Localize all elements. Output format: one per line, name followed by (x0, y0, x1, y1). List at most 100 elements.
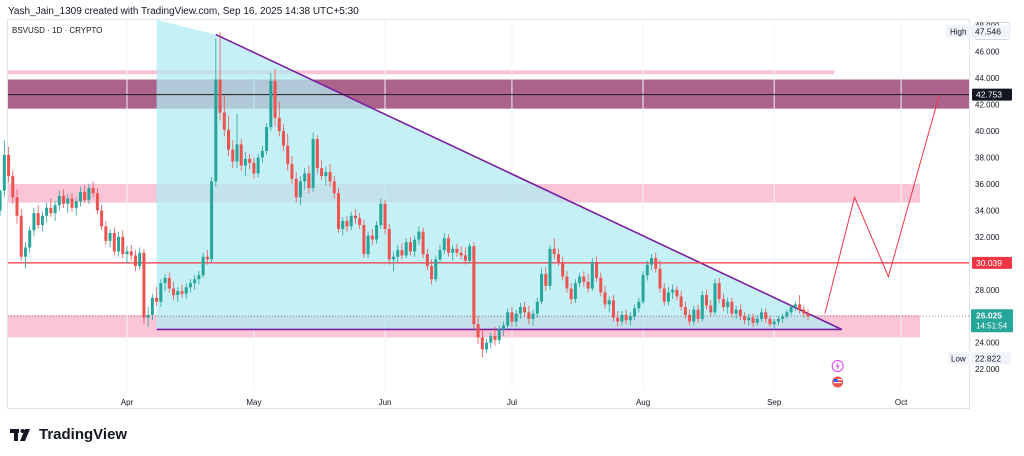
candle (235, 113, 239, 169)
candle-body (417, 231, 421, 240)
brand-name: TradingView (39, 426, 128, 443)
candle-body (590, 262, 594, 289)
candle-body (159, 283, 163, 302)
candle (518, 303, 522, 319)
high-label-bg (946, 25, 970, 38)
candle (197, 271, 201, 285)
candle-body (172, 288, 176, 296)
candle-body (485, 342, 489, 350)
candle-body (269, 80, 273, 128)
candle (243, 152, 247, 177)
candle (231, 140, 235, 169)
candle (531, 309, 535, 326)
candle-body (49, 207, 53, 214)
candle (738, 304, 742, 321)
candle (497, 325, 501, 345)
candle (104, 221, 108, 245)
candle-body (798, 304, 802, 310)
candle-body (726, 301, 730, 307)
candle (413, 235, 417, 257)
candle (573, 279, 577, 304)
candle-body (544, 273, 548, 286)
price-tick-label: 38.000 (975, 154, 1000, 163)
candle (633, 304, 637, 321)
candle-body (370, 235, 374, 240)
candle-body (421, 231, 425, 255)
candle-body (514, 313, 518, 322)
candle-body (595, 262, 599, 278)
candle (802, 305, 806, 318)
candle-body (184, 287, 188, 294)
candle-body (400, 250, 404, 256)
candle-body (747, 317, 751, 321)
candle-body (100, 210, 104, 227)
candle (755, 314, 759, 326)
triangle-layer (156, 20, 843, 331)
candle (36, 205, 40, 229)
candle-body (95, 193, 99, 211)
price-tick-label: 36.000 (975, 180, 1000, 189)
candle (565, 271, 569, 293)
candle (730, 297, 734, 318)
candle (78, 186, 82, 207)
candle (768, 316, 772, 327)
candle-body (607, 300, 611, 305)
candle-body (611, 300, 615, 318)
candle-body (121, 236, 125, 255)
candle (764, 308, 768, 323)
lightning-event-icon (831, 360, 844, 372)
candle-body (489, 336, 493, 343)
candle (167, 272, 171, 293)
candle (751, 313, 755, 327)
candle (590, 258, 594, 292)
candle (442, 232, 446, 255)
candle (11, 170, 15, 204)
candle (133, 250, 137, 272)
brand-logo: TradingView (10, 426, 127, 443)
candle (582, 271, 586, 288)
candle (15, 189, 19, 224)
candle (485, 338, 489, 354)
candle-body (53, 205, 57, 214)
candle-body (150, 297, 154, 315)
candle-body (497, 329, 501, 341)
candle (683, 301, 687, 319)
candle (493, 326, 497, 346)
candle-body (700, 295, 704, 319)
candle (781, 313, 785, 323)
candle-body (248, 158, 252, 163)
candle (721, 293, 725, 311)
candle-body (603, 292, 607, 305)
candle (159, 279, 163, 307)
low-label-text: Low (951, 354, 966, 363)
candle-body (286, 145, 290, 165)
candle (743, 312, 747, 325)
candle-body (396, 250, 400, 257)
candle-body (451, 248, 455, 253)
candle (188, 279, 192, 293)
candle (561, 256, 565, 281)
candle-body (705, 295, 709, 306)
chart-pane[interactable] (7, 19, 970, 409)
candle (535, 297, 539, 318)
candle-body (87, 187, 91, 200)
resistance-zone (8, 79, 969, 109)
candle-body (23, 247, 27, 257)
candle (180, 284, 184, 298)
candle-body (231, 149, 235, 162)
candle-body (463, 255, 467, 261)
candle (265, 123, 269, 155)
candle-body (146, 314, 150, 318)
candle-body (193, 279, 197, 284)
candle (696, 304, 700, 323)
candle (578, 272, 582, 288)
candle-body (379, 203, 383, 225)
candle-body (633, 308, 637, 317)
candle-body (408, 242, 412, 252)
candle (100, 205, 104, 231)
candle (19, 209, 23, 261)
candle-body (641, 275, 645, 302)
candle (273, 68, 277, 126)
candle (303, 168, 307, 190)
